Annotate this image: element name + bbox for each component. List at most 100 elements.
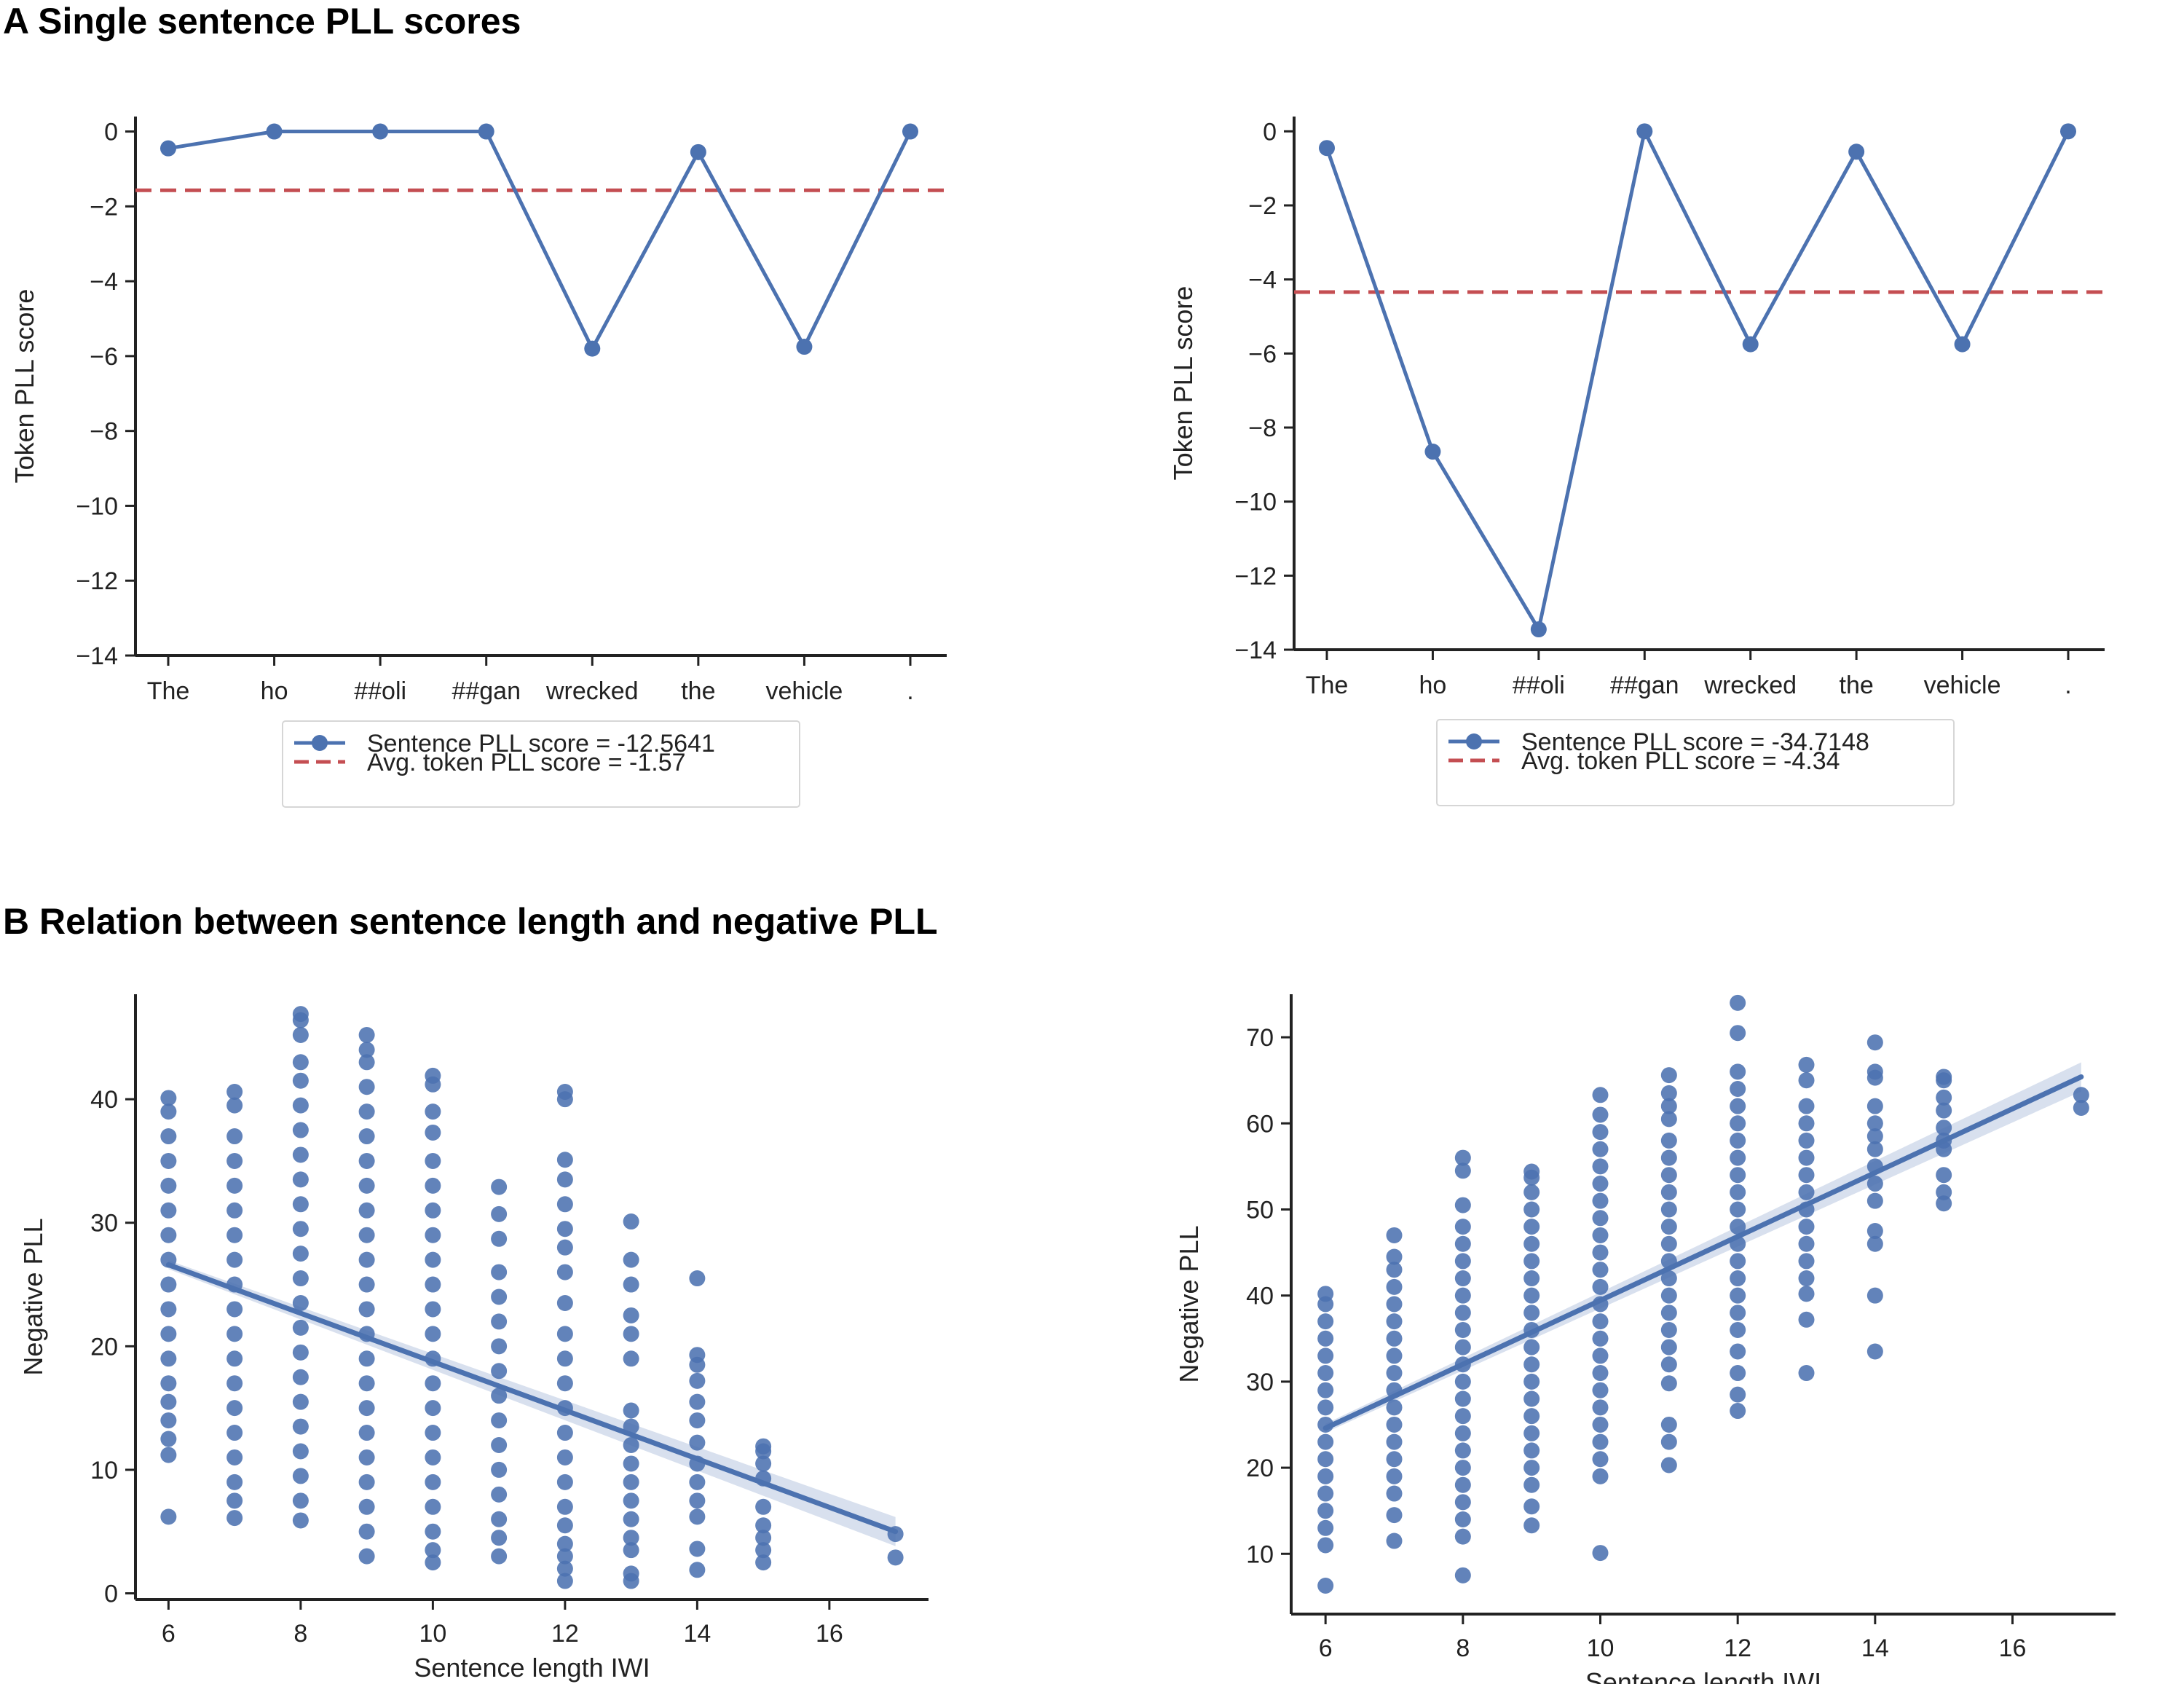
scatter-point: [1386, 1433, 1403, 1450]
scatter-point: [1730, 1063, 1746, 1080]
scatter-point: [1936, 1195, 1952, 1212]
scatter-point: [689, 1474, 706, 1490]
scatter-point: [1454, 1287, 1471, 1304]
scatter-point: [1386, 1278, 1403, 1295]
scatter-point: [1730, 1098, 1746, 1114]
scatter-point: [556, 1152, 573, 1168]
scatter-point: [1454, 1253, 1471, 1270]
y-tick-label: −2: [90, 193, 118, 221]
scatter-point: [1454, 1408, 1471, 1425]
scatter-point: [1592, 1227, 1609, 1243]
scatter-point: [1730, 1321, 1746, 1338]
scatter-point: [425, 1152, 441, 1169]
legend-avg-label: Avg. token PLL score = -4.34: [1521, 747, 1840, 775]
scatter-point: [491, 1230, 508, 1247]
scatter-point: [358, 1498, 375, 1515]
y-tick-label: 40: [90, 1086, 118, 1114]
scatter-point: [1798, 1072, 1815, 1089]
scatter-point: [623, 1565, 639, 1582]
chart-b-right: 10 20 30 40 50 60 70 6 8 10 12 14 16 Sentence length …: [1174, 994, 2116, 1684]
regression-line: [1322, 1074, 2084, 1431]
scatter-point: [292, 1443, 309, 1460]
scatter-point: [755, 1530, 772, 1546]
scatter-point: [556, 1517, 573, 1534]
scatter-point: [1660, 1433, 1677, 1450]
y-tick-label: −10: [76, 492, 118, 520]
x-tick-label: 6: [162, 1620, 176, 1648]
y-tick-label: 0: [1263, 118, 1277, 146]
scatter-point: [556, 1474, 573, 1490]
scatter-point: [1454, 1162, 1471, 1179]
scatter-point: [358, 1128, 375, 1145]
scatter-point: [491, 1205, 508, 1222]
scatter-point: [1866, 1115, 1883, 1132]
scatter-point: [1660, 1356, 1677, 1373]
scatter-point: [292, 1319, 309, 1336]
scatter-point: [689, 1372, 706, 1389]
scatter-point: [1798, 1365, 1815, 1382]
scatter-point: [887, 1549, 904, 1566]
scatter-point: [1660, 1287, 1677, 1304]
scatter-point: [1730, 1132, 1746, 1149]
scatter-point: [491, 1486, 508, 1503]
scatter-point: [292, 1097, 309, 1114]
x-tick-label: 14: [683, 1620, 711, 1648]
x-tick-label: ##gan: [452, 677, 521, 705]
scatter-point: [226, 1350, 243, 1367]
scatter-point: [755, 1517, 772, 1534]
scatter-point: [1866, 1235, 1883, 1252]
scatter-point: [1386, 1262, 1403, 1278]
x-tick-label: The: [1306, 672, 1349, 699]
data-point: [1848, 143, 1865, 160]
scatter-point: [1730, 1253, 1746, 1270]
scatter-point: [623, 1511, 639, 1527]
scatter-point: [1660, 1219, 1677, 1235]
scatter-point: [425, 1124, 441, 1141]
x-axis-title: Sentence length IWI: [1585, 1667, 1821, 1684]
data-point: [160, 140, 176, 157]
scatter-point: [1936, 1102, 1952, 1119]
scatter-point: [1660, 1111, 1677, 1128]
scatter-point: [1454, 1373, 1471, 1390]
scatter-point: [1592, 1141, 1609, 1157]
scatter-point: [292, 1221, 309, 1238]
scatter-point: [623, 1402, 639, 1419]
scatter-point: [1386, 1227, 1403, 1243]
scatter-point: [1798, 1270, 1815, 1287]
scatter-point: [1317, 1537, 1334, 1554]
scatter-point: [1317, 1399, 1334, 1416]
scatter-point: [160, 1447, 177, 1463]
x-tick-label: 10: [1587, 1634, 1615, 1662]
scatter-point: [556, 1573, 573, 1589]
scatter-point: [1523, 1219, 1540, 1235]
y-tick-label: −8: [1248, 414, 1277, 442]
scatter-point: [226, 1251, 243, 1268]
data-point: [372, 123, 389, 140]
scatter-point: [1730, 1025, 1746, 1042]
y-tick-label: −12: [1234, 562, 1277, 590]
scatter-point: [226, 1177, 243, 1194]
scatter-point: [623, 1350, 639, 1367]
scatter-point: [1592, 1313, 1609, 1330]
scatter-point: [1592, 1416, 1609, 1433]
scatter-point: [358, 1425, 375, 1441]
scatter-point: [1730, 1167, 1746, 1184]
scatter-point: [292, 1246, 309, 1262]
scatter-point: [1523, 1476, 1540, 1493]
scatter-point: [292, 1146, 309, 1163]
scatter-point: [1317, 1347, 1334, 1364]
scatter-point: [1386, 1347, 1403, 1364]
scatter-point: [1866, 1287, 1883, 1304]
scatter-point: [1660, 1305, 1677, 1321]
scatter-point: [1317, 1519, 1334, 1536]
scatter-point: [1866, 1063, 1883, 1080]
x-tick-label: the: [681, 677, 715, 705]
x-tick-label: 6: [1319, 1634, 1333, 1662]
scatter-point: [292, 1418, 309, 1435]
scatter-point: [425, 1227, 441, 1243]
scatter-point: [1454, 1528, 1471, 1545]
data-point: [1636, 123, 1653, 140]
y-tick-label: −4: [90, 268, 118, 296]
scatter-point: [1730, 1270, 1746, 1287]
scatter-point: [1592, 1124, 1609, 1141]
